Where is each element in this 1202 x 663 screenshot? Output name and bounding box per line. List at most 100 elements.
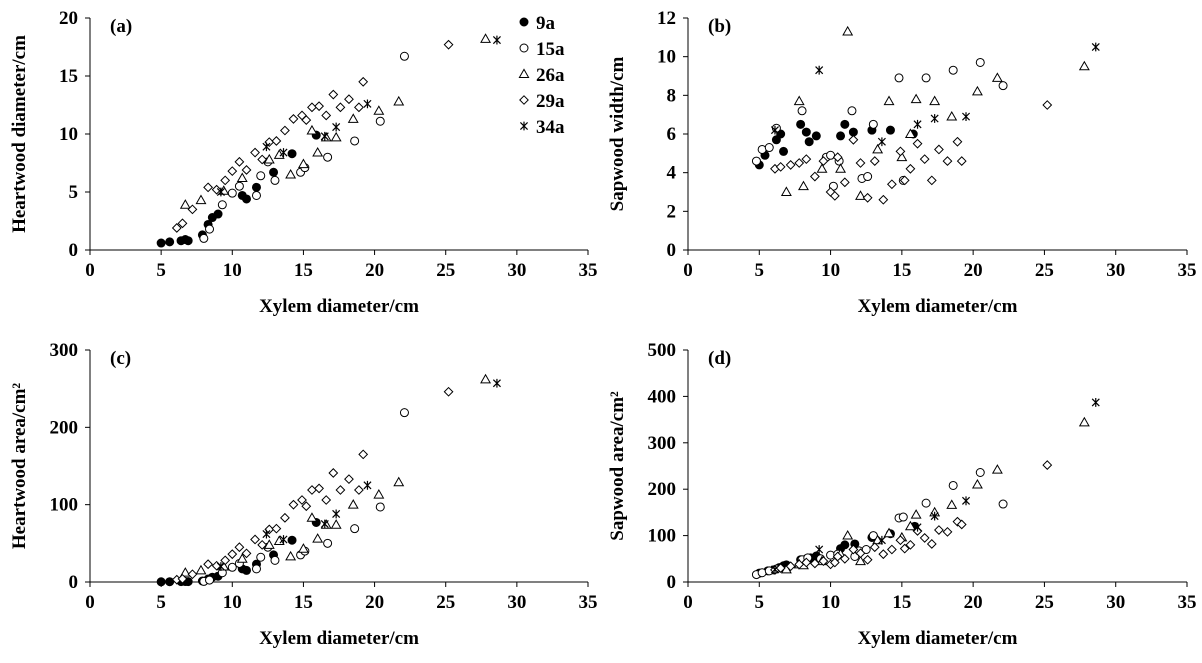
data-point [942, 156, 953, 166]
data-point [921, 73, 931, 83]
panel-label: (b) [708, 16, 731, 37]
data-point [187, 569, 198, 580]
data-point [899, 175, 910, 186]
data-point [323, 538, 333, 548]
data-point [785, 160, 796, 170]
data-point [929, 95, 941, 106]
data-point [280, 512, 290, 523]
data-point [297, 543, 309, 553]
data-point [335, 485, 346, 495]
data-point [877, 137, 886, 147]
data-point [855, 548, 866, 559]
x-tick-label: 5 [755, 260, 765, 281]
data-point [195, 194, 207, 205]
data-point [842, 25, 854, 36]
y-tick-label: 300 [50, 340, 79, 361]
x-tick-label: 30 [507, 592, 526, 613]
data-point [242, 194, 252, 204]
data-point [801, 127, 811, 137]
data-point [314, 483, 324, 494]
data-point [354, 102, 364, 113]
data-point [195, 564, 207, 575]
data-point [779, 146, 789, 156]
legend: 9a 15a 26a 29a 34a [518, 13, 565, 138]
data-point [280, 125, 290, 136]
data-point [798, 180, 809, 191]
data-point [227, 188, 237, 198]
data-point [347, 113, 359, 123]
data-point [910, 509, 922, 519]
data-point [811, 131, 821, 141]
data-point [156, 238, 166, 248]
data-point [878, 194, 889, 205]
data-point [883, 95, 895, 106]
data-point [895, 146, 906, 157]
data-point [930, 511, 939, 521]
data-point [480, 33, 492, 43]
y-axis-title: Sapwood width/cm [607, 56, 628, 211]
series-26a [179, 373, 492, 577]
data-point [877, 535, 886, 545]
data-point [301, 115, 312, 125]
x-tick-label: 15 [294, 260, 313, 281]
y-axis-title: Heartwood area/cm² [9, 383, 30, 550]
x-axis-title: Xylem diameter/cm [858, 296, 1018, 317]
data-point [948, 65, 958, 75]
series-34a [770, 398, 1100, 574]
data-point [855, 555, 866, 566]
data-point [952, 516, 963, 527]
legend-label: 34a [536, 117, 565, 138]
series-15a [751, 57, 1008, 191]
data-point [285, 168, 297, 179]
x-tick-label: 0 [683, 260, 693, 281]
data-point [288, 114, 299, 124]
data-point [171, 223, 182, 233]
y-tick-label: 200 [50, 417, 79, 438]
data-point [257, 539, 268, 550]
series-29a [171, 39, 454, 233]
data-point [347, 499, 359, 509]
data-point [257, 154, 268, 165]
data-point [855, 190, 866, 200]
y-tick-label: 8 [667, 85, 677, 106]
x-tick-label: 35 [1178, 592, 1197, 613]
y-tick-label: 0 [667, 240, 677, 261]
data-point [307, 485, 317, 495]
data-point [956, 519, 967, 530]
x-axis-title: Xylem diameter/cm [259, 628, 419, 649]
data-point [335, 102, 346, 113]
data-point [332, 122, 341, 132]
data-point [328, 89, 339, 100]
x-tick-label: 20 [365, 592, 384, 613]
x-tick-label: 10 [821, 592, 840, 613]
legend-label: 26a [536, 65, 565, 86]
y-tick-label: 300 [648, 433, 677, 454]
series-29a [770, 100, 1053, 205]
x-tick-label: 10 [223, 592, 242, 613]
data-point [205, 224, 215, 234]
data-point [216, 187, 225, 197]
data-point [363, 480, 372, 490]
data-point [919, 154, 930, 165]
x-tick-label: 25 [436, 260, 455, 281]
data-point [839, 553, 850, 564]
data-point [818, 156, 829, 166]
data-point [848, 134, 859, 145]
data-point [971, 478, 983, 489]
data-point [393, 95, 405, 106]
series-29a [770, 460, 1053, 575]
data-point [926, 539, 937, 549]
data-point [330, 519, 342, 529]
y-axis-title: Sapwood area/cm² [607, 391, 628, 541]
data-point [794, 158, 805, 168]
data-point [1078, 60, 1090, 71]
data-point [241, 548, 252, 559]
data-point [179, 199, 191, 209]
data-point [797, 106, 807, 116]
data-point [971, 85, 983, 96]
data-point [785, 561, 796, 572]
data-point [869, 156, 880, 166]
x-tick-label: 25 [1035, 592, 1054, 613]
data-point [848, 127, 858, 137]
data-point [177, 218, 188, 229]
